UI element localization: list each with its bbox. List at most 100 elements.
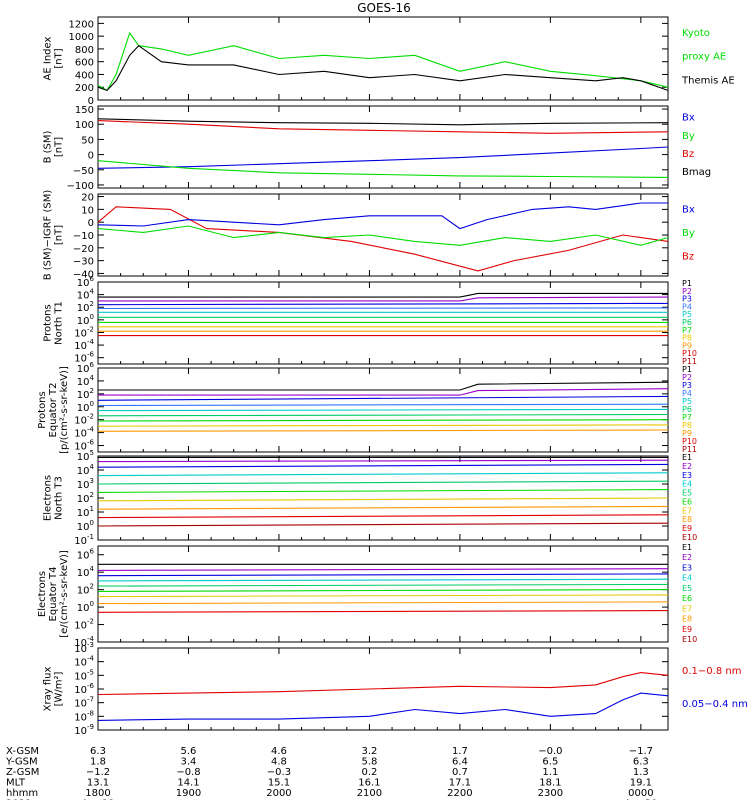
series-line-bx <box>98 146 668 169</box>
series-line-bz <box>98 120 668 134</box>
y-tick-label: 106 <box>77 361 95 375</box>
x-axis-value: 14.1 <box>177 778 199 789</box>
panel-frame <box>97 105 669 189</box>
legend-label: E1 <box>682 453 692 462</box>
legend-label: P9 <box>682 429 692 438</box>
legend-label: E6 <box>682 594 692 603</box>
y-axis-label-line: North T3 <box>54 476 65 520</box>
x-axis-row-label: 2021 <box>6 799 31 800</box>
y-tick-label: −100 <box>67 181 94 192</box>
y-tick-label: 102 <box>77 491 94 505</box>
legend-label: P2 <box>682 373 692 382</box>
legend-label: Bx <box>682 205 695 216</box>
y-tick-label: 10-6 <box>74 682 94 696</box>
legend-label: P10 <box>682 437 697 446</box>
x-axis-value: 15.1 <box>268 778 290 789</box>
series-line-p2 <box>98 296 668 302</box>
legend-label: Bz <box>682 149 694 160</box>
y-tick-label: 10-2 <box>74 413 94 427</box>
y-axis-label: Electrons North T3 <box>43 475 65 521</box>
x-axis-value: 3.4 <box>181 757 197 768</box>
legend-label: Kyoto <box>682 28 710 39</box>
legend-label: P2 <box>682 287 692 296</box>
y-tick-label: 104 <box>77 565 95 579</box>
y-axis-label-line: North T1 <box>54 301 65 345</box>
x-axis-row-label: MLT <box>6 778 26 789</box>
y-tick-label: 200 <box>75 83 94 94</box>
y-tick-label: 106 <box>77 275 95 289</box>
legend-label: P5 <box>682 397 692 406</box>
legend-label: E9 <box>682 625 692 634</box>
y-tick-label: 10-4 <box>74 426 94 440</box>
x-axis-value: 6.3 <box>633 757 649 768</box>
y-axis-label-line: [e/(cm²-s-sr-keV)] <box>59 550 70 638</box>
series-line-p4 <box>98 307 668 310</box>
series-line-p3 <box>98 302 668 306</box>
x-axis-value: 0000 <box>628 788 653 799</box>
legend-label: P11 <box>682 445 697 454</box>
legend-label: P11 <box>682 357 697 366</box>
x-axis-value: −1.7 <box>629 746 653 757</box>
legend-label: Bx <box>682 113 695 124</box>
y-tick-label: 10-5 <box>74 668 94 682</box>
y-axis-label-line: Electrons <box>43 475 54 521</box>
y-tick-label: 0 <box>88 218 94 229</box>
y-axis-label: Protons Equator T2 [p/(cm²-s-sr-keV)] <box>37 366 70 454</box>
x-axis-value: 1.7 <box>452 746 468 757</box>
legend-label: E8 <box>682 515 692 524</box>
y-tick-label: 102 <box>77 300 94 314</box>
y-tick-label: 10-6 <box>74 351 94 365</box>
x-axis-value: 18.1 <box>539 778 561 789</box>
y-tick-label: −20 <box>73 244 94 255</box>
x-axis-value: 4.6 <box>271 746 287 757</box>
series-line-p9 <box>98 429 668 432</box>
y-tick-label: 10-7 <box>74 696 94 710</box>
x-axis-value: 6.4 <box>452 757 468 768</box>
y-tick-label: 10-3 <box>74 641 94 655</box>
series-line-kyoto-proxy-ae <box>98 31 668 92</box>
y-axis-label: AE Index [nT] <box>43 36 65 80</box>
x-axis-value: 1.3 <box>633 767 649 778</box>
y-tick-label: 10 <box>81 205 94 216</box>
y-axis-label-line: Protons <box>37 391 48 428</box>
y-axis-label-line: [nT] <box>54 137 65 157</box>
y-tick-label: 1000 <box>69 32 94 43</box>
y-tick-label: −30 <box>73 257 94 268</box>
legend-label: P3 <box>682 295 692 304</box>
series-line-themis-ae <box>98 44 668 92</box>
legend-label: E7 <box>682 604 692 613</box>
y-tick-label: 103 <box>77 477 94 491</box>
y-tick-label: 100 <box>77 400 94 414</box>
y-axis-label: Electrons Equator T4 [e/(cm²-s-sr-keV)] <box>37 550 70 638</box>
series-line-p1 <box>98 381 668 391</box>
series-line-0-05-0-4-nm <box>98 692 668 721</box>
legend-label: E2 <box>682 462 692 471</box>
x-axis-value: 1800 <box>85 788 110 799</box>
x-axis-value: 0.2 <box>361 767 377 778</box>
panel-xray: 10-910-810-710-610-510-410-3 Xray flux [W/… <box>43 641 748 737</box>
series-line-bz <box>98 206 668 272</box>
series-line-e8 <box>98 505 668 510</box>
series-line-e6 <box>98 589 668 592</box>
y-tick-label: 104 <box>77 288 95 302</box>
series-line-p2 <box>98 388 668 396</box>
y-axis-label-line: [p/(cm²-s-sr-keV)] <box>59 366 70 454</box>
y-axis-label-line: Equator T4 <box>48 567 59 622</box>
series-line-e3 <box>98 573 668 577</box>
series-line-e4 <box>98 472 668 477</box>
x-axis-row-label: X-GSM <box>6 746 39 757</box>
x-axis-value: 2100 <box>357 788 382 799</box>
series-line-e2 <box>98 459 668 463</box>
legend-label: P3 <box>682 381 692 390</box>
chart-title: GOES-16 <box>357 1 411 15</box>
y-axis-label-line: [W/m²] <box>54 671 65 706</box>
y-tick-label: −50 <box>73 166 94 177</box>
series-line-e2 <box>98 568 668 571</box>
y-axis-label-line: [nT] <box>54 225 65 245</box>
x-axis-row-label: hhmm <box>6 788 38 799</box>
x-axis-value: 13.1 <box>87 778 109 789</box>
